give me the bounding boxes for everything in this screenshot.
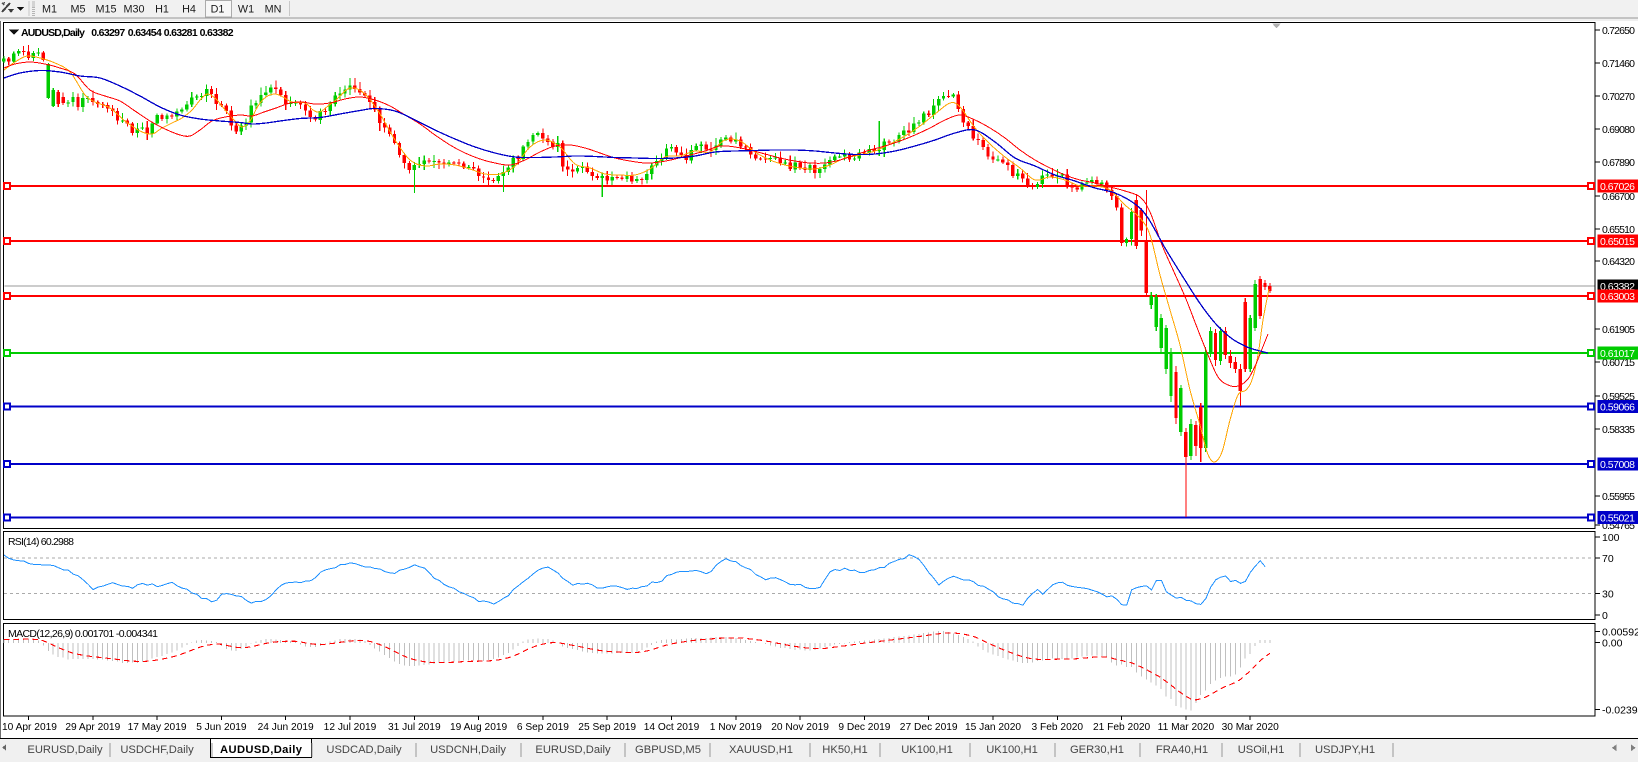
svg-text:0.67026: 0.67026 (1600, 181, 1635, 193)
svg-text:0.55955: 0.55955 (1602, 491, 1635, 503)
svg-text:D1: D1 (211, 4, 225, 16)
svg-text:0.71460: 0.71460 (1602, 58, 1635, 70)
svg-text:USDCAD,Daily: USDCAD,Daily (326, 744, 402, 756)
svg-text:HK50,H1: HK50,H1 (822, 744, 867, 756)
svg-text:0.63454: 0.63454 (128, 27, 162, 39)
svg-text:27 Dec 2019: 27 Dec 2019 (900, 722, 958, 733)
svg-text:0.63382: 0.63382 (200, 27, 234, 39)
svg-text:USDCNH,Daily: USDCNH,Daily (430, 744, 506, 756)
svg-text:0.58335: 0.58335 (1602, 424, 1635, 436)
svg-text:5 Jun 2019: 5 Jun 2019 (196, 722, 247, 733)
svg-text:17 May 2019: 17 May 2019 (128, 722, 187, 733)
svg-text:12 Jul 2019: 12 Jul 2019 (324, 722, 377, 733)
svg-text:0.63003: 0.63003 (1600, 291, 1635, 303)
svg-text:0.65510: 0.65510 (1602, 224, 1635, 236)
svg-text:14 Oct 2019: 14 Oct 2019 (644, 722, 700, 733)
svg-text:30 Mar 2020: 30 Mar 2020 (1222, 722, 1280, 733)
svg-text:AUDUSD,Daily: AUDUSD,Daily (220, 744, 303, 756)
svg-text:M5: M5 (71, 4, 86, 16)
svg-text:H4: H4 (182, 4, 196, 16)
svg-text:UK100,H1: UK100,H1 (901, 744, 953, 756)
svg-text:20 Nov 2019: 20 Nov 2019 (771, 722, 829, 733)
svg-text:0.67890: 0.67890 (1602, 157, 1635, 169)
svg-text:H1: H1 (155, 4, 169, 16)
svg-text:11 Mar 2020: 11 Mar 2020 (1158, 722, 1215, 733)
svg-text:USOil,H1: USOil,H1 (1238, 744, 1285, 756)
svg-text:USDJPY,H1: USDJPY,H1 (1315, 744, 1375, 756)
svg-text:3 Feb 2020: 3 Feb 2020 (1032, 722, 1084, 733)
svg-text:0.61905: 0.61905 (1602, 324, 1635, 336)
svg-text:19 Aug 2019: 19 Aug 2019 (450, 722, 508, 733)
svg-text:XAUUSD,H1: XAUUSD,H1 (729, 744, 793, 756)
svg-text:100: 100 (1602, 532, 1620, 544)
svg-text:0.59066: 0.59066 (1600, 402, 1635, 414)
svg-text:RSI(14) 60.2988: RSI(14) 60.2988 (8, 536, 74, 548)
svg-text:0.66700: 0.66700 (1602, 191, 1635, 203)
svg-text:31 Jul 2019: 31 Jul 2019 (388, 722, 441, 733)
svg-text:25 Sep 2019: 25 Sep 2019 (578, 722, 636, 733)
svg-text:USDCHF,Daily: USDCHF,Daily (120, 744, 194, 756)
svg-text:0.63297: 0.63297 (91, 27, 125, 39)
svg-text:0.60715: 0.60715 (1602, 357, 1635, 369)
svg-text:0.61017: 0.61017 (1600, 348, 1635, 360)
svg-text:W1: W1 (238, 4, 254, 16)
svg-text:M15: M15 (95, 4, 116, 16)
svg-text:0.72650: 0.72650 (1602, 25, 1635, 37)
svg-text:-0.023944: -0.023944 (1602, 705, 1638, 717)
svg-text:1 Nov 2019: 1 Nov 2019 (710, 722, 762, 733)
svg-text:AUDUSD,Daily: AUDUSD,Daily (21, 27, 85, 39)
svg-text:M1: M1 (42, 4, 57, 16)
svg-text:M30: M30 (123, 4, 144, 16)
svg-text:0.63281: 0.63281 (164, 27, 198, 39)
svg-text:0.70270: 0.70270 (1602, 91, 1635, 103)
svg-text:29 Apr 2019: 29 Apr 2019 (65, 722, 120, 733)
svg-text:10 Apr 2019: 10 Apr 2019 (2, 722, 57, 733)
svg-text:EURUSD,Daily: EURUSD,Daily (27, 744, 103, 756)
svg-text:70: 70 (1602, 553, 1614, 565)
svg-text:EURUSD,Daily: EURUSD,Daily (535, 744, 611, 756)
svg-text:0.65015: 0.65015 (1600, 236, 1635, 248)
svg-text:FRA40,H1: FRA40,H1 (1156, 744, 1208, 756)
svg-text:MN: MN (265, 4, 282, 16)
svg-text:6 Sep 2019: 6 Sep 2019 (517, 722, 569, 733)
svg-text:0.00: 0.00 (1602, 638, 1623, 650)
svg-text:GBPUSD,M5: GBPUSD,M5 (635, 744, 701, 756)
svg-text:0.55021: 0.55021 (1600, 513, 1635, 525)
svg-text:0.57008: 0.57008 (1600, 459, 1635, 471)
svg-text:GER30,H1: GER30,H1 (1070, 744, 1124, 756)
svg-text:UK100,H1: UK100,H1 (986, 744, 1038, 756)
svg-text:0.64320: 0.64320 (1602, 256, 1635, 268)
svg-text:24 Jun 2019: 24 Jun 2019 (258, 722, 314, 733)
svg-text:21 Feb 2020: 21 Feb 2020 (1093, 722, 1151, 733)
svg-text:9 Dec 2019: 9 Dec 2019 (838, 722, 890, 733)
svg-text:MACD(12,26,9) 0.001701 -0.0043: MACD(12,26,9) 0.001701 -0.004341 (8, 628, 158, 640)
svg-text:15 Jan 2020: 15 Jan 2020 (965, 722, 1021, 733)
svg-text:30: 30 (1602, 589, 1614, 601)
svg-text:0.69080: 0.69080 (1602, 124, 1635, 136)
svg-text:0.005923: 0.005923 (1602, 627, 1638, 639)
svg-text:0: 0 (1602, 610, 1608, 622)
